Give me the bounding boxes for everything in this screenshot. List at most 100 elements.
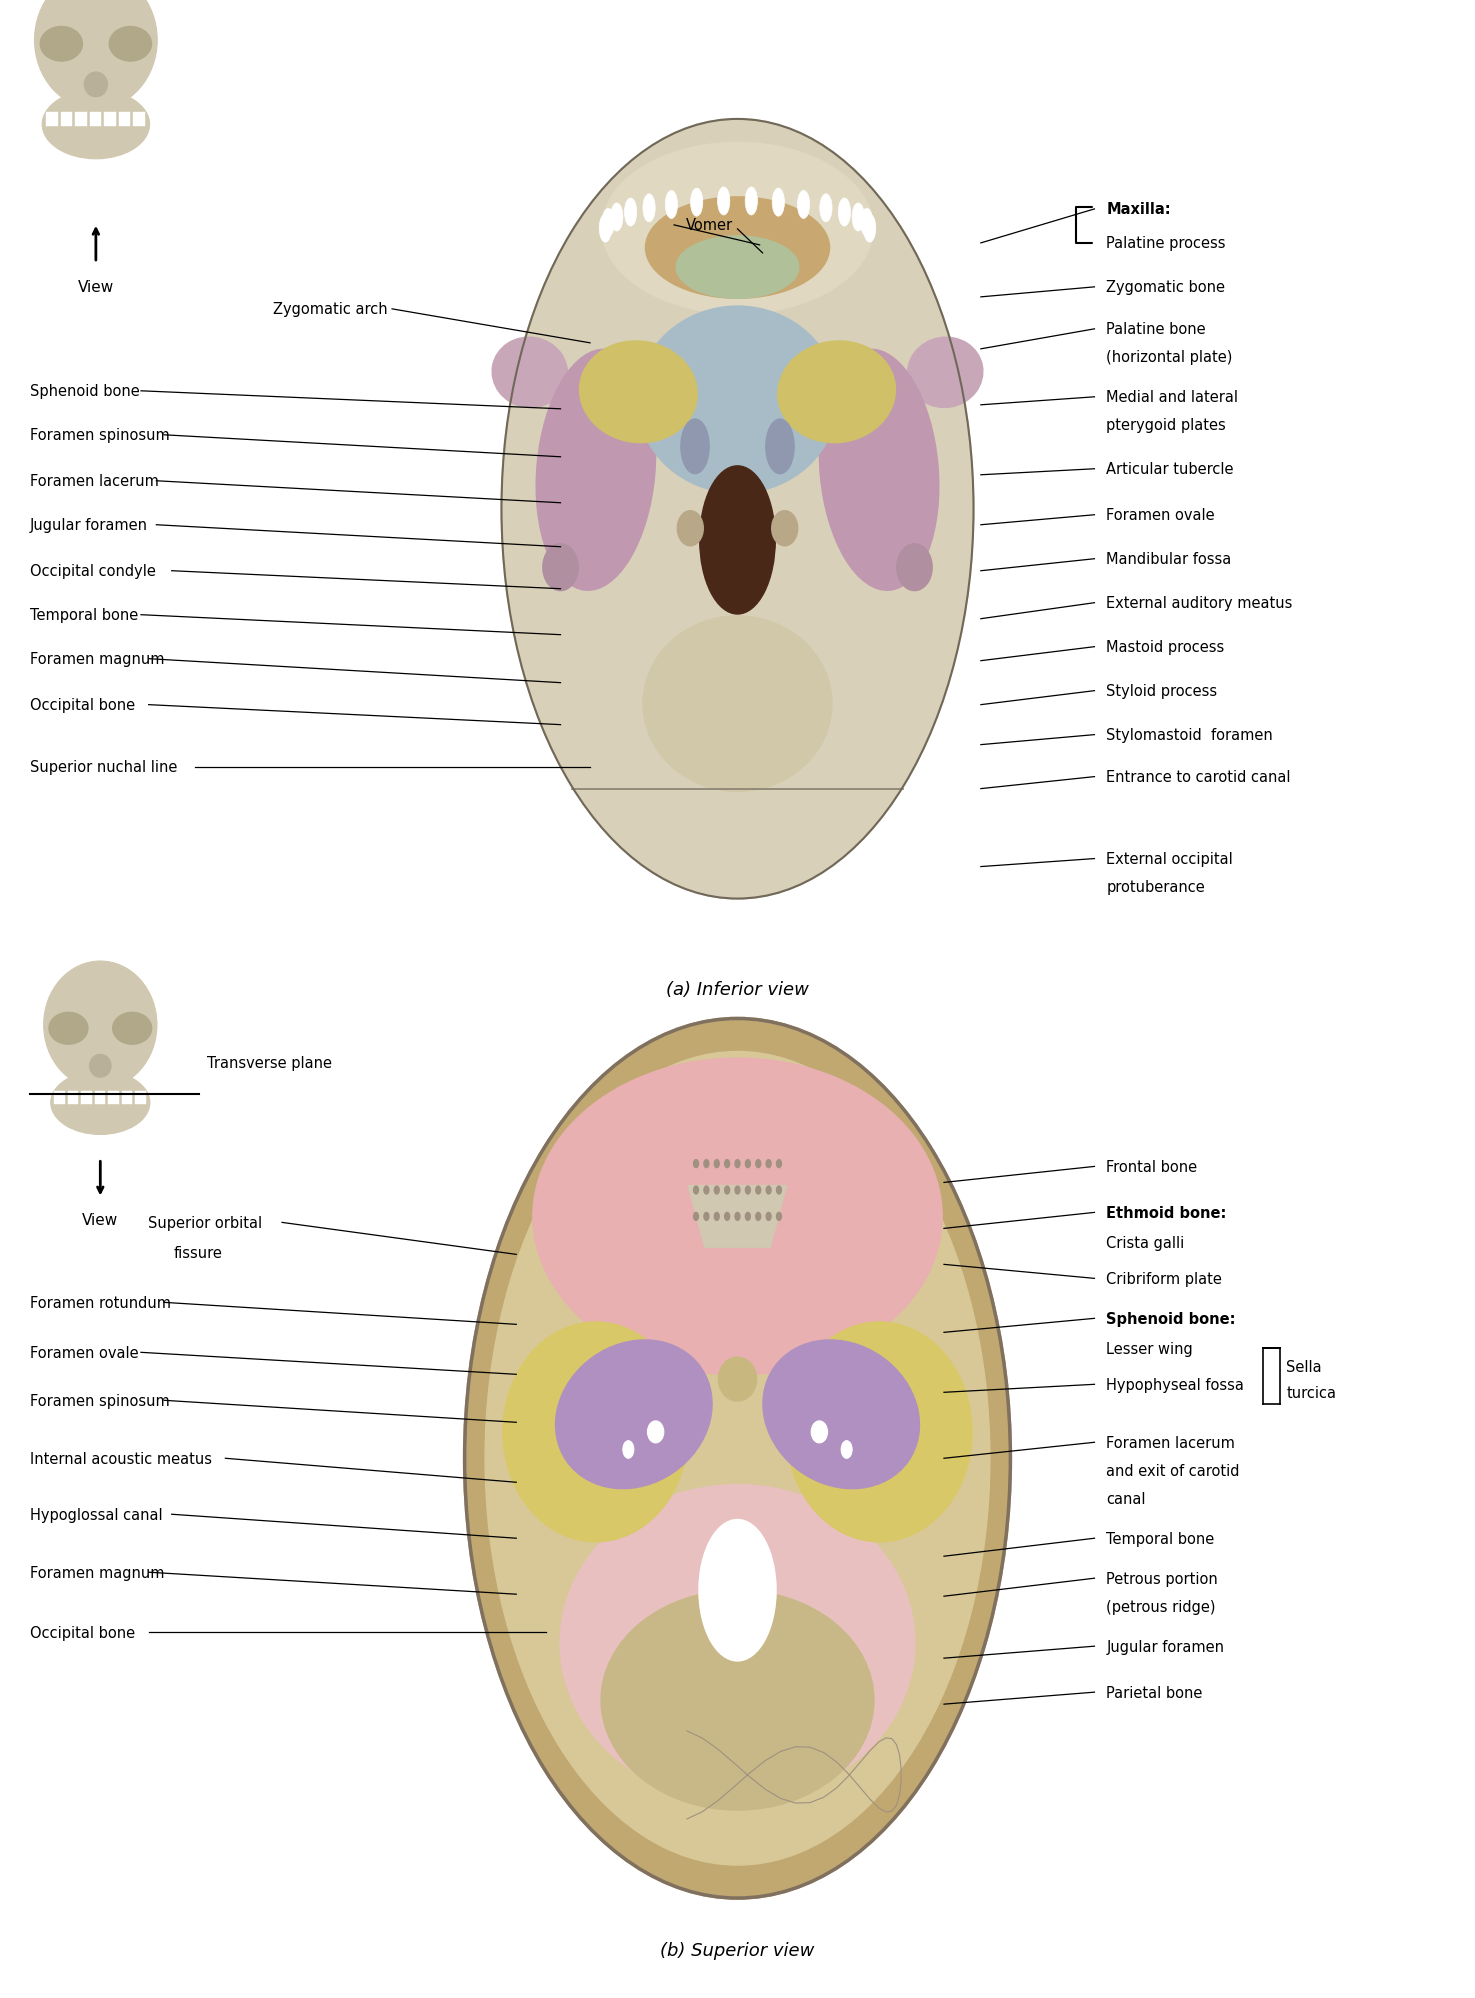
Text: View: View	[78, 280, 114, 296]
Text: Sphenoid bone: Sphenoid bone	[30, 384, 139, 400]
Ellipse shape	[704, 1161, 709, 1169]
Ellipse shape	[766, 1161, 771, 1169]
Text: Foramen magnum: Foramen magnum	[30, 1564, 164, 1580]
Text: Mastoid process: Mastoid process	[1106, 639, 1224, 655]
Text: Foramen spinosum: Foramen spinosum	[30, 1393, 170, 1409]
Ellipse shape	[485, 1051, 990, 1866]
FancyBboxPatch shape	[136, 1091, 146, 1105]
Ellipse shape	[755, 1213, 761, 1221]
Ellipse shape	[860, 210, 873, 238]
Text: Styloid process: Styloid process	[1106, 683, 1217, 699]
Ellipse shape	[735, 1213, 740, 1221]
FancyBboxPatch shape	[133, 114, 145, 126]
Text: Entrance to carotid canal: Entrance to carotid canal	[1106, 769, 1291, 785]
Ellipse shape	[786, 1323, 972, 1542]
Ellipse shape	[40, 28, 83, 62]
FancyBboxPatch shape	[94, 1091, 105, 1105]
Text: Zygomatic arch: Zygomatic arch	[273, 302, 388, 318]
Ellipse shape	[714, 1161, 720, 1169]
Ellipse shape	[693, 1213, 699, 1221]
Text: External occipital: External occipital	[1106, 851, 1233, 867]
Text: Foramen ovale: Foramen ovale	[30, 1345, 139, 1361]
Ellipse shape	[776, 1213, 782, 1221]
Ellipse shape	[745, 1161, 751, 1169]
Text: Mandibular fossa: Mandibular fossa	[1106, 551, 1232, 567]
Ellipse shape	[503, 1323, 689, 1542]
Ellipse shape	[44, 961, 156, 1089]
Text: Transverse plane: Transverse plane	[207, 1055, 332, 1071]
Text: Parietal bone: Parietal bone	[1106, 1684, 1202, 1700]
Ellipse shape	[693, 1187, 699, 1195]
Ellipse shape	[777, 342, 895, 444]
Text: canal: canal	[1106, 1491, 1146, 1506]
FancyBboxPatch shape	[90, 114, 102, 126]
Ellipse shape	[624, 200, 637, 228]
Text: Foramen rotundum: Foramen rotundum	[30, 1295, 171, 1311]
Ellipse shape	[853, 204, 864, 232]
FancyBboxPatch shape	[105, 114, 117, 126]
FancyBboxPatch shape	[81, 1091, 91, 1105]
Text: Foramen spinosum: Foramen spinosum	[30, 428, 170, 444]
Text: (b) Superior view: (b) Superior view	[661, 1940, 814, 1960]
Ellipse shape	[838, 200, 851, 228]
Text: Occipital bone: Occipital bone	[30, 697, 134, 713]
Text: protuberance: protuberance	[1106, 879, 1205, 895]
Ellipse shape	[735, 1187, 740, 1195]
Ellipse shape	[532, 1059, 943, 1375]
Ellipse shape	[109, 28, 152, 62]
Text: Cribriform plate: Cribriform plate	[1106, 1271, 1223, 1287]
Text: Jugular foramen: Jugular foramen	[30, 517, 148, 533]
Polygon shape	[689, 1187, 786, 1247]
Text: View: View	[83, 1213, 118, 1229]
Ellipse shape	[863, 216, 876, 244]
Text: Foramen lacerum: Foramen lacerum	[30, 474, 158, 490]
Ellipse shape	[465, 1019, 1010, 1898]
Text: Jugular foramen: Jugular foramen	[1106, 1638, 1224, 1654]
Ellipse shape	[724, 1213, 730, 1221]
Ellipse shape	[34, 0, 158, 110]
Ellipse shape	[704, 1187, 709, 1195]
Ellipse shape	[648, 1421, 664, 1443]
Ellipse shape	[724, 1187, 730, 1195]
Text: Palatine bone: Palatine bone	[1106, 322, 1207, 338]
FancyBboxPatch shape	[60, 114, 72, 126]
Ellipse shape	[704, 1213, 709, 1221]
Ellipse shape	[776, 1187, 782, 1195]
Ellipse shape	[537, 350, 655, 591]
Text: Frontal bone: Frontal bone	[1106, 1159, 1198, 1175]
Text: Temporal bone: Temporal bone	[1106, 1530, 1214, 1546]
Ellipse shape	[841, 1441, 853, 1459]
Text: Medial and lateral: Medial and lateral	[1106, 390, 1238, 406]
Text: Maxilla:: Maxilla:	[1106, 202, 1171, 218]
Ellipse shape	[766, 1213, 771, 1221]
Ellipse shape	[43, 90, 149, 160]
FancyBboxPatch shape	[68, 1091, 78, 1105]
Ellipse shape	[771, 511, 798, 547]
Ellipse shape	[602, 144, 873, 316]
Ellipse shape	[693, 1161, 699, 1169]
Ellipse shape	[745, 1187, 751, 1195]
Ellipse shape	[735, 1161, 740, 1169]
Ellipse shape	[50, 1071, 150, 1135]
Text: Internal acoustic meatus: Internal acoustic meatus	[30, 1451, 211, 1467]
Text: (horizontal plate): (horizontal plate)	[1106, 350, 1233, 366]
Text: (petrous ridge): (petrous ridge)	[1106, 1598, 1215, 1614]
FancyBboxPatch shape	[121, 1091, 133, 1105]
Text: (a) Inferior view: (a) Inferior view	[667, 979, 808, 999]
Text: Hypoglossal canal: Hypoglossal canal	[30, 1506, 162, 1522]
Ellipse shape	[907, 338, 982, 408]
Ellipse shape	[611, 204, 622, 232]
Ellipse shape	[602, 210, 615, 238]
Ellipse shape	[763, 1341, 919, 1489]
Ellipse shape	[646, 198, 829, 300]
FancyBboxPatch shape	[119, 114, 130, 126]
Ellipse shape	[699, 468, 776, 615]
Ellipse shape	[665, 192, 677, 220]
Ellipse shape	[560, 1485, 914, 1802]
Ellipse shape	[724, 1161, 730, 1169]
Ellipse shape	[755, 1161, 761, 1169]
Text: External auditory meatus: External auditory meatus	[1106, 595, 1292, 611]
Text: Temporal bone: Temporal bone	[30, 607, 137, 623]
Text: Sphenoid bone:: Sphenoid bone:	[1106, 1311, 1236, 1327]
Text: Superior orbital: Superior orbital	[148, 1215, 261, 1231]
